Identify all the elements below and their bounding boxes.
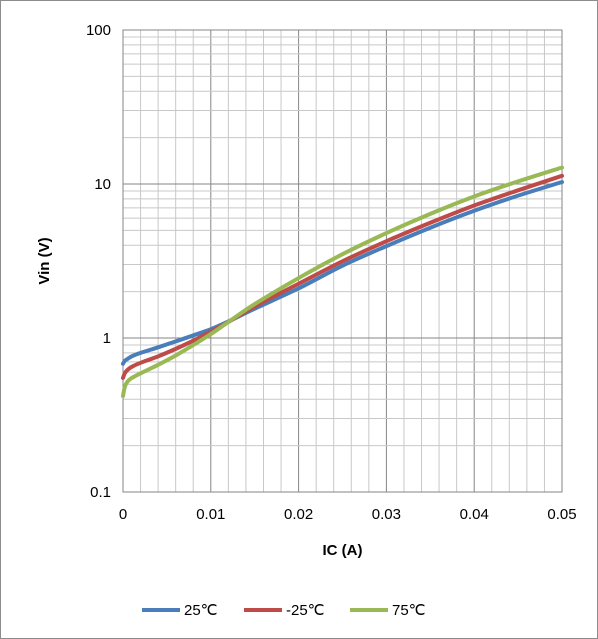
- series-lines: [121, 165, 564, 399]
- legend-label: -25℃: [286, 602, 325, 619]
- legend: 25℃ -25℃ 75℃: [142, 602, 426, 619]
- legend-label: 75℃: [392, 602, 426, 619]
- series-line-0: [121, 180, 564, 366]
- y-tick-label: 10: [94, 176, 111, 193]
- legend-label: 25℃: [184, 602, 218, 619]
- x-tick-label: 0: [119, 506, 127, 523]
- x-axis-title: IC (A): [323, 542, 363, 559]
- x-tick-label: 0.05: [547, 506, 576, 523]
- x-tick-label: 0.02: [284, 506, 313, 523]
- plot-area-border: [122, 29, 563, 493]
- series-line-2: [121, 165, 564, 399]
- y-axis-title: Vin (V): [36, 237, 53, 284]
- x-tick-label: 0.01: [196, 506, 225, 523]
- x-axis-tick-labels: 0 0.01 0.02 0.03 0.04 0.05: [119, 506, 577, 523]
- y-tick-label: 0.1: [90, 484, 111, 501]
- y-tick-label: 100: [86, 22, 111, 39]
- y-tick-label: 1: [103, 330, 111, 347]
- y-axis-tick-labels: 0.1 1 10 100: [86, 22, 111, 501]
- x-tick-label: 0.03: [372, 506, 401, 523]
- x-tick-label: 0.04: [460, 506, 489, 523]
